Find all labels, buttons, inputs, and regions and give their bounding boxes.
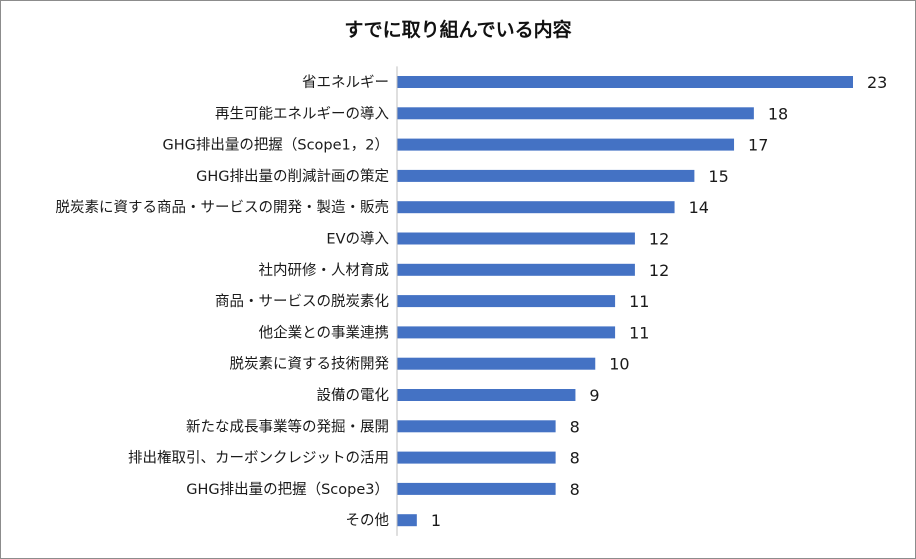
category-label: GHG排出量の把握（Scope1，2） (163, 137, 390, 154)
category-label: 再生可能エネルギーの導入 (215, 105, 389, 122)
bar (397, 232, 635, 245)
bar (397, 514, 417, 527)
bar (397, 420, 556, 433)
data-label: 10 (609, 355, 629, 374)
bar (397, 107, 754, 120)
data-label: 1 (431, 511, 441, 530)
data-label: 15 (708, 167, 728, 186)
category-label: GHG排出量の削減計画の策定 (196, 168, 389, 185)
data-label: 12 (649, 230, 669, 249)
bar (397, 326, 616, 339)
category-label: その他 (346, 512, 390, 529)
category-label: EVの導入 (326, 231, 389, 248)
category-label: 他企業との事業連携 (259, 323, 389, 341)
bar (397, 169, 695, 182)
bar (397, 201, 675, 214)
bar (397, 389, 576, 401)
bar (397, 482, 556, 495)
data-label: 11 (629, 292, 649, 311)
category-label: 設備の電化 (317, 387, 390, 404)
bar (397, 451, 556, 464)
category-label: 新たな成長事業等の発掘・展開 (186, 417, 389, 435)
data-label: 8 (570, 480, 580, 499)
data-label: 18 (768, 104, 788, 123)
category-label: 排出権取引、カーボンクレジットの活用 (128, 450, 389, 467)
data-label: 11 (629, 323, 649, 342)
data-label: 8 (570, 417, 580, 436)
bar (397, 295, 616, 308)
bar (397, 263, 635, 276)
category-label: 社内研修・人材育成 (259, 262, 390, 279)
category-label: 脱炭素に資する技術開発 (230, 356, 390, 373)
category-label: 商品・サービスの脱炭素化 (215, 293, 389, 310)
data-label: 12 (649, 261, 669, 280)
data-label: 9 (589, 386, 599, 405)
category-label: 脱炭素に資する商品・サービスの開発・製造・販売 (56, 199, 390, 216)
data-label: 23 (867, 73, 887, 92)
category-label: GHG排出量の把握（Scope3） (186, 481, 389, 498)
chart-title: すでに取り組んでいる内容 (344, 19, 572, 41)
bar (397, 76, 853, 88)
bar (397, 357, 596, 370)
category-label: 省エネルギー (302, 74, 389, 91)
bar (397, 138, 735, 151)
data-label: 14 (689, 198, 709, 217)
data-label: 17 (748, 136, 768, 155)
data-label: 8 (570, 449, 580, 468)
